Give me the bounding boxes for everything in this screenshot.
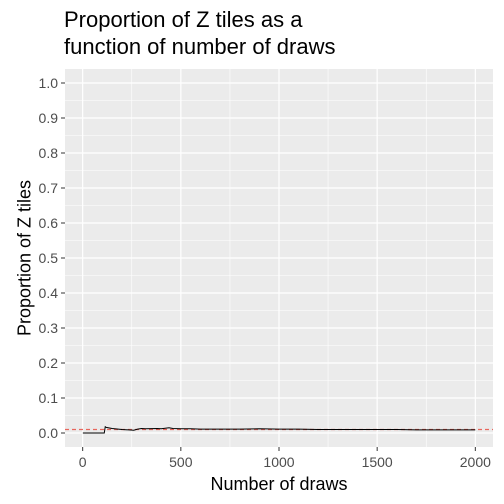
y-tick-label: 0.9 — [39, 110, 59, 126]
chart-title-line-2: function of number of draws — [64, 34, 335, 59]
major-gridlines — [65, 69, 493, 447]
y-tick-label: 0.2 — [39, 355, 59, 371]
data-series-line — [82, 425, 476, 434]
x-axis: 0 500 1000 1500 2000 — [79, 447, 491, 470]
y-tick-label: 0.6 — [39, 215, 59, 231]
x-tick-label: 2000 — [460, 454, 491, 470]
y-tick-label: 0.5 — [39, 250, 59, 266]
y-tick-label: 0.7 — [39, 180, 59, 196]
x-tick-label: 1000 — [263, 454, 294, 470]
y-axis-title: Proportion of Z tiles — [14, 180, 34, 336]
x-tick-label: 1500 — [362, 454, 393, 470]
y-tick-label: 0.0 — [39, 425, 59, 441]
y-tick-label: 0.4 — [39, 285, 59, 301]
y-tick-label: 0.3 — [39, 320, 59, 336]
x-axis-title: Number of draws — [210, 474, 347, 494]
x-tick-label: 500 — [169, 454, 193, 470]
chart-title-line-1: Proportion of Z tiles as a — [64, 7, 303, 32]
y-tick-label: 1.0 — [39, 75, 59, 91]
y-tick-label: 0.1 — [39, 390, 59, 406]
y-axis: 0.0 0.1 0.2 0.3 0.4 0.5 0.6 0.7 0.8 0.9 1.0 — [39, 75, 65, 441]
y-tick-label: 0.8 — [39, 145, 59, 161]
x-tick-label: 0 — [79, 454, 87, 470]
